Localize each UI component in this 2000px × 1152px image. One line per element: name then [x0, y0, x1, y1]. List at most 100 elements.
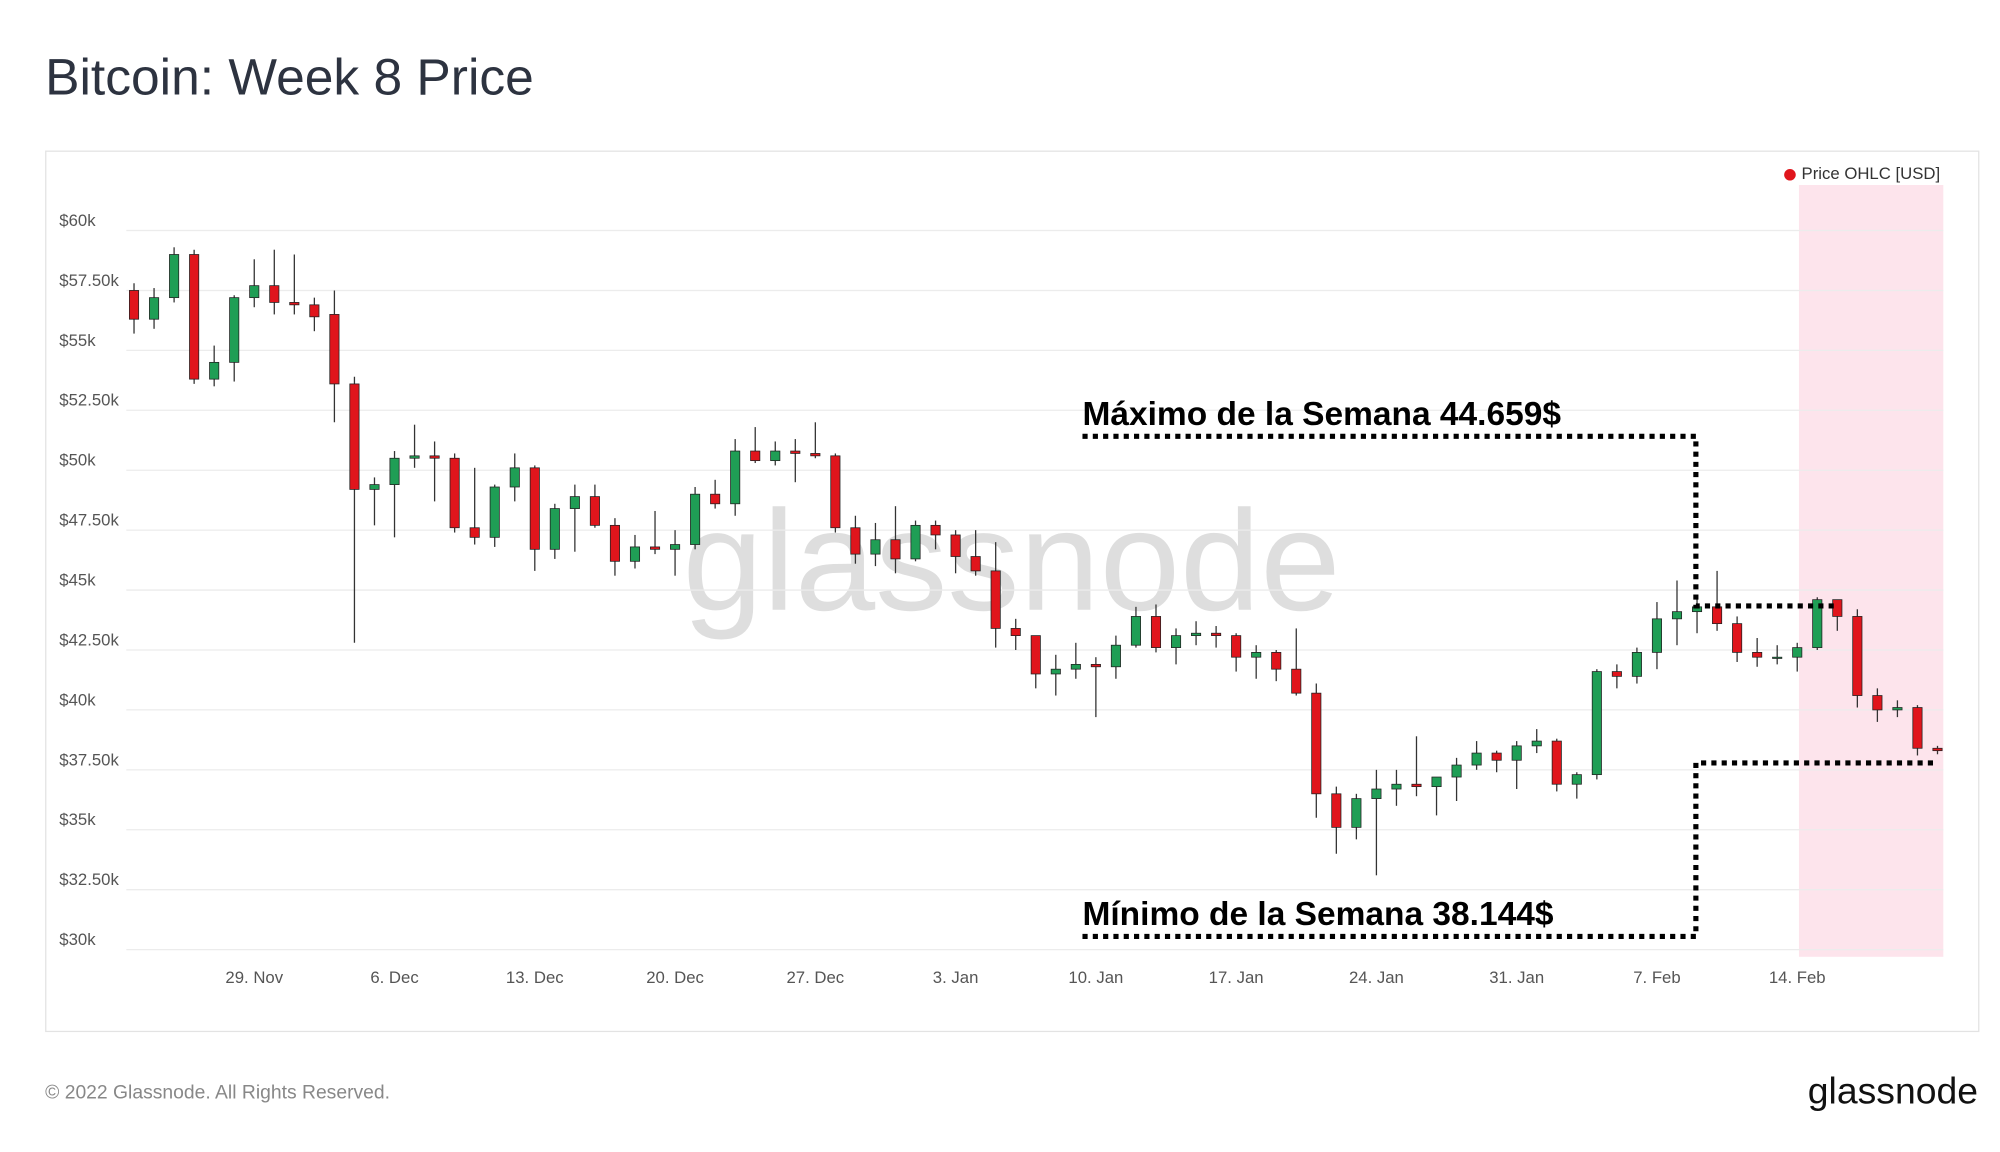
candle-body — [1772, 656, 1783, 659]
candle-body — [229, 297, 240, 363]
y-tick-label: $50k — [59, 451, 96, 470]
candle-body — [529, 467, 540, 550]
y-tick-label: $47.50k — [59, 511, 119, 530]
x-tick-label: 17. Jan — [1209, 968, 1264, 987]
candle-body — [1231, 635, 1242, 658]
candle-body — [569, 496, 580, 509]
candle-body — [790, 450, 801, 454]
candle-body — [629, 546, 641, 562]
candle-body — [289, 302, 300, 306]
candle-body — [710, 493, 721, 505]
x-tick-label: 7. Feb — [1633, 968, 1680, 987]
candle-body — [1130, 616, 1141, 646]
candle-body — [1451, 764, 1462, 778]
candle-body — [589, 496, 600, 526]
candle-body — [1732, 623, 1743, 653]
candle-body — [409, 455, 420, 459]
candle-body — [609, 524, 620, 562]
candle-body — [349, 383, 360, 490]
annotation-line — [1082, 760, 1937, 939]
brand-logo: glassnode — [1808, 1070, 1978, 1112]
candle-body — [1171, 635, 1182, 648]
candle-body — [1110, 644, 1121, 668]
candle-body — [890, 539, 901, 560]
watermark: glassnode — [683, 481, 1341, 640]
candle-body — [1331, 793, 1342, 828]
y-tick-label: $32.50k — [59, 870, 119, 889]
candle-body — [1150, 616, 1162, 648]
candle-body — [1872, 695, 1883, 711]
candle-body — [1651, 618, 1662, 653]
x-tick-label: 24. Jan — [1349, 968, 1404, 987]
candle-body — [1671, 611, 1683, 620]
y-tick-label: $52.50k — [59, 391, 119, 410]
candle-body — [128, 290, 140, 320]
candle-body — [1792, 647, 1803, 658]
candle-body — [1712, 606, 1723, 625]
chart-title: Bitcoin: Week 8 Price — [45, 49, 534, 106]
candle-body — [1271, 652, 1282, 670]
candle-body — [1431, 776, 1442, 788]
candle-body — [1611, 671, 1622, 677]
legend-label: Price OHLC [USD] — [1802, 164, 1941, 183]
candle-body — [449, 457, 460, 529]
candle-body — [329, 314, 340, 385]
candle-body — [670, 544, 681, 550]
candle-body — [1050, 668, 1061, 675]
candle-body — [1591, 671, 1602, 776]
annotation: Máximo de la Semana 44.659$ — [1082, 396, 1561, 433]
candle-body — [970, 556, 981, 572]
candle-body — [249, 285, 260, 299]
y-tick-label: $35k — [59, 810, 96, 829]
candle-body — [1391, 783, 1402, 790]
candle-body — [1892, 707, 1903, 711]
candle-body — [690, 493, 701, 545]
candle-body — [1852, 616, 1863, 696]
candle-body — [1030, 635, 1041, 675]
x-tick-label: 29. Nov — [225, 968, 283, 987]
y-tick-label: $60k — [59, 211, 96, 230]
candle-body — [1491, 752, 1502, 761]
candle-body — [209, 361, 220, 380]
candle-body — [950, 534, 961, 557]
candle-body — [1191, 632, 1202, 636]
x-tick-label: 6. Dec — [370, 968, 418, 987]
candle-body — [870, 539, 881, 555]
candle-body — [1090, 663, 1101, 668]
candle-body — [369, 484, 380, 490]
candle-body — [1251, 652, 1262, 658]
candle-body — [1311, 692, 1322, 795]
candle-body — [1411, 783, 1422, 788]
candle-body — [269, 285, 280, 303]
candle-body — [1211, 632, 1222, 636]
plot: $30k $32.50k $35k $37.50k $40k $42.50k $45k $47… — [59, 211, 1944, 987]
candle-body — [1631, 652, 1642, 677]
candle-body — [1010, 628, 1021, 636]
y-tick-label: $42.50k — [59, 631, 119, 650]
y-tick-label: $55k — [59, 331, 96, 350]
x-tick-label: 27. Dec — [786, 968, 844, 987]
y-tick-label: $37.50k — [59, 750, 119, 769]
candle-body — [810, 453, 821, 457]
legend-marker — [1784, 169, 1796, 181]
candle-body — [1291, 668, 1302, 694]
candle-body — [149, 297, 160, 320]
candle-body — [1070, 663, 1081, 670]
candle-body — [1912, 707, 1923, 749]
candle-body — [1812, 599, 1823, 648]
candle-body — [830, 455, 841, 529]
x-tick-label: 14. Feb — [1769, 968, 1826, 987]
candle-body — [1932, 747, 1943, 752]
candle-body — [850, 527, 861, 555]
candle-body — [930, 524, 941, 536]
candle-body — [730, 450, 741, 505]
candle-body — [309, 304, 320, 318]
candle-body — [169, 254, 180, 299]
x-tick-label: 3. Jan — [933, 968, 979, 987]
candle-body — [1371, 788, 1382, 799]
x-tick-label: 10. Jan — [1068, 968, 1123, 987]
x-tick-label: 20. Dec — [646, 968, 704, 987]
candle-body — [469, 527, 480, 538]
